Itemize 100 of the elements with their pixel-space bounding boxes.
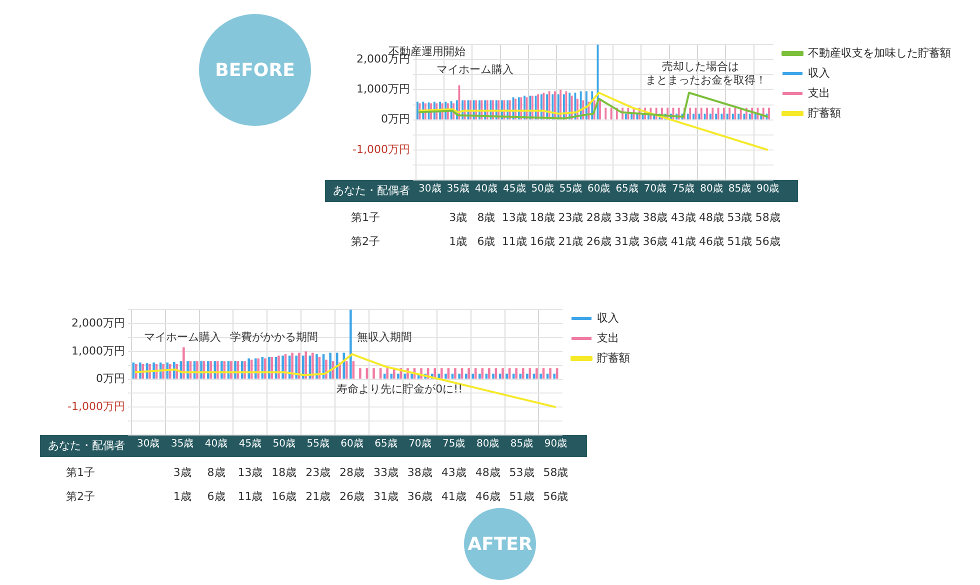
text: 41歳 (670, 234, 696, 248)
text: 31歳 (373, 490, 398, 503)
x-tick-label: 80歳 (700, 182, 723, 195)
x-tick-label: 65歳 (374, 438, 398, 450)
text: 13歳 (502, 210, 527, 224)
x-tick-label: 55歳 (559, 182, 582, 195)
text: 53歳 (727, 210, 752, 224)
x-tick-label: 90歳 (544, 438, 568, 450)
y-tick-label: 0万円 (381, 112, 410, 126)
x-tick-label: 60歳 (588, 182, 610, 195)
text: 56歳 (755, 234, 780, 248)
text: 11歳 (238, 490, 263, 503)
x-tick-label: 70歳 (408, 438, 432, 450)
x-tick-label: 30歳 (418, 182, 442, 195)
text: 43歳 (670, 210, 696, 224)
text: 58歳 (543, 466, 568, 479)
y-tick-label: 1,000万円 (72, 344, 125, 358)
text: 1歳 (449, 234, 468, 248)
y-tick-label: 0万円 (96, 372, 125, 386)
annotation: マイホーム購入 (436, 63, 514, 76)
x-tick-label: 55歳 (306, 438, 330, 450)
x-tick-label: 40歳 (204, 438, 228, 450)
text: 48歳 (475, 466, 500, 479)
y-tick-label: -1,000万円 (68, 400, 125, 413)
x-tick-label: 60歳 (340, 438, 364, 450)
text: 第2子 (66, 490, 95, 503)
text: 6歳 (207, 490, 226, 503)
x-tick-label: 75歳 (442, 438, 466, 450)
text: 23歳 (306, 466, 331, 479)
text: 26歳 (586, 234, 612, 248)
text: 58歳 (755, 210, 780, 224)
text: 第2子 (351, 234, 380, 248)
y-tick-label: -1,000万円 (352, 142, 410, 156)
text: 53歳 (509, 466, 534, 479)
x-axis-title: あなた・配偶者 (333, 184, 410, 197)
text: 46歳 (699, 234, 724, 248)
x-tick-label: 65歳 (616, 182, 638, 195)
y-tick-label: 2,000万円 (72, 316, 125, 330)
x-tick-label: 85歳 (728, 182, 752, 195)
annotation: 学費がかかる期間 (230, 330, 318, 344)
legend-label: 支出 (597, 331, 619, 344)
text: 8歳 (207, 466, 226, 479)
x-tick-label: 85歳 (510, 438, 534, 450)
text: 46歳 (475, 490, 500, 503)
text: BEFORE (199, 14, 311, 126)
legend-label: 貯蓄額 (597, 351, 630, 364)
x-tick-label: 90歳 (756, 182, 780, 195)
x-tick-label: 50歳 (531, 182, 554, 195)
x-tick-label: 30歳 (137, 438, 160, 450)
text: 8歳 (477, 210, 496, 224)
text: 16歳 (530, 234, 556, 248)
text: 38歳 (407, 466, 432, 479)
annotation: マイホーム購入 (144, 330, 221, 344)
text: 3歳 (173, 466, 192, 479)
text: 18歳 (272, 466, 297, 479)
annotation: まとまったお金を取得！ (645, 74, 766, 87)
x-tick-label: 45歳 (503, 182, 526, 195)
text: 56歳 (543, 490, 568, 503)
x-axis-title: あなた・配偶者 (48, 438, 125, 452)
legend-label: 支出 (808, 86, 830, 100)
text: 36歳 (642, 234, 668, 248)
text: 23歳 (558, 210, 584, 224)
text: 11歳 (502, 234, 527, 248)
text: 41歳 (441, 490, 466, 503)
x-tick-label: 80歳 (476, 438, 500, 450)
text: 13歳 (238, 466, 263, 479)
y-tick-label: 1,000万円 (356, 82, 410, 96)
text: 第1子 (66, 466, 95, 479)
x-tick-label: 75歳 (672, 182, 695, 195)
text: 36歳 (407, 490, 432, 503)
text: 48歳 (699, 210, 724, 224)
text: 3歳 (449, 210, 468, 224)
legend-label: 貯蓄額 (808, 106, 841, 120)
legend-label: 不動産収支を加味した貯蓄額 (808, 46, 951, 60)
text: 43歳 (441, 466, 466, 479)
text: 18歳 (530, 210, 556, 224)
x-tick-label: 35歳 (170, 438, 194, 450)
text: 6歳 (477, 234, 496, 248)
text: 28歳 (340, 466, 365, 479)
text: 51歳 (727, 234, 752, 248)
annotation: 寿命より先に貯金が0に!! (336, 382, 462, 396)
text: 1歳 (173, 490, 192, 503)
text: 38歳 (642, 210, 668, 224)
text: 21歳 (558, 234, 584, 248)
annotation: 売却した場合は (662, 60, 739, 74)
text: 28歳 (586, 210, 612, 224)
x-tick-label: 35歳 (446, 182, 470, 195)
text: 16歳 (272, 490, 297, 503)
x-tick-label: 70歳 (644, 182, 667, 195)
annotation: 無収入期間 (357, 330, 412, 344)
x-tick-label: 45歳 (238, 438, 262, 450)
text: 21歳 (306, 490, 331, 503)
text: 第1子 (351, 210, 380, 224)
text: 31歳 (614, 234, 640, 248)
x-tick-label: 40歳 (474, 182, 498, 195)
text: 33歳 (614, 210, 640, 224)
text: 51歳 (509, 490, 534, 503)
legend-label: 収入 (808, 66, 830, 80)
legend-label: 収入 (597, 311, 619, 324)
text: 26歳 (340, 490, 365, 503)
